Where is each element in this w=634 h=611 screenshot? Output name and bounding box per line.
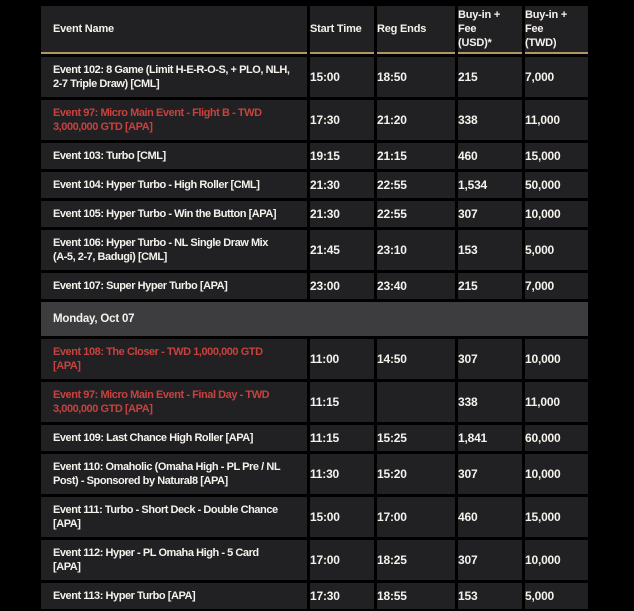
event-name-cell: Event 104: Hyper Turbo - High Roller [CM…: [41, 172, 307, 198]
reg-ends-cell: 21:15: [377, 143, 455, 169]
buyin-usd-cell: 215: [458, 273, 522, 299]
start-time-cell: 15:00: [310, 497, 374, 537]
section-header-row: Monday, Oct 07: [41, 302, 588, 336]
start-time-cell: 21:30: [310, 201, 374, 227]
buyin-twd-cell: 50,000: [525, 172, 588, 198]
section-header-label: Monday, Oct 07: [41, 302, 588, 336]
table-row: Event 102: 8 Game (Limit H-E-R-O-S, + PL…: [41, 57, 588, 97]
event-name-cell: Event 110: Omaholic (Omaha High - PL Pre…: [41, 454, 307, 494]
table-row: Event 97: Micro Main Event - Flight B - …: [41, 100, 588, 140]
buyin-twd-cell: 10,000: [525, 540, 588, 580]
table-row: Event 104: Hyper Turbo - High Roller [CM…: [41, 172, 588, 198]
buyin-usd-cell: 1,841: [458, 425, 522, 451]
event-name-cell: Event 107: Super Hyper Turbo [APA]: [41, 273, 307, 299]
start-time-cell: 21:30: [310, 172, 374, 198]
buyin-usd-cell: 307: [458, 339, 522, 379]
start-time-cell: 17:30: [310, 100, 374, 140]
buyin-twd-cell: 10,000: [525, 201, 588, 227]
event-name-cell: Event 111: Turbo - Short Deck - Double C…: [41, 497, 307, 537]
reg-ends-cell: 23:10: [377, 230, 455, 270]
event-name-cell: Event 108: The Closer - TWD 1,000,000 GT…: [41, 339, 307, 379]
buyin-usd-cell: 307: [458, 540, 522, 580]
start-time-cell: 17:00: [310, 540, 374, 580]
header-start-time: Start Time: [310, 6, 374, 54]
event-name-cell: Event 103: Turbo [CML]: [41, 143, 307, 169]
table-row: Event 108: The Closer - TWD 1,000,000 GT…: [41, 339, 588, 379]
buyin-twd-cell: 10,000: [525, 339, 588, 379]
buyin-twd-cell: 15,000: [525, 497, 588, 537]
header-event-name: Event Name: [41, 6, 307, 54]
reg-ends-cell: 22:55: [377, 201, 455, 227]
reg-ends-cell: 14:50: [377, 339, 455, 379]
table-row: Event 103: Turbo [CML] 19:15 21:15 460 1…: [41, 143, 588, 169]
table-row: Event 113: Hyper Turbo [APA] 17:30 18:55…: [41, 583, 588, 609]
table-row: Event 109: Last Chance High Roller [APA]…: [41, 425, 588, 451]
reg-ends-cell: 22:55: [377, 172, 455, 198]
start-time-cell: 23:00: [310, 273, 374, 299]
event-name-cell: Event 102: 8 Game (Limit H-E-R-O-S, + PL…: [41, 57, 307, 97]
table-row: Event 111: Turbo - Short Deck - Double C…: [41, 497, 588, 537]
buyin-usd-cell: 215: [458, 57, 522, 97]
table-row: Event 105: Hyper Turbo - Win the Button …: [41, 201, 588, 227]
header-buyin-twd: Buy-in + Fee (TWD): [525, 6, 588, 54]
buyin-usd-cell: 460: [458, 497, 522, 537]
buyin-twd-cell: 10,000: [525, 454, 588, 494]
reg-ends-cell: 17:00: [377, 497, 455, 537]
event-name-cell: Event 113: Hyper Turbo [APA]: [41, 583, 307, 609]
reg-ends-cell: 15:25: [377, 425, 455, 451]
start-time-cell: 21:45: [310, 230, 374, 270]
buyin-twd-cell: 5,000: [525, 230, 588, 270]
start-time-cell: 11:15: [310, 425, 374, 451]
buyin-twd-cell: 15,000: [525, 143, 588, 169]
tournament-schedule-table: Event Name Start Time Reg Ends Buy-in + …: [38, 3, 591, 611]
event-name-cell: Event 106: Hyper Turbo - NL Single Draw …: [41, 230, 307, 270]
event-name-cell: Event 109: Last Chance High Roller [APA]: [41, 425, 307, 451]
start-time-cell: 17:30: [310, 583, 374, 609]
header-buyin-usd: Buy-in + Fee (USD)*: [458, 6, 522, 54]
buyin-twd-cell: 7,000: [525, 57, 588, 97]
buyin-usd-cell: 338: [458, 382, 522, 422]
table-row: Event 112: Hyper - PL Omaha High - 5 Car…: [41, 540, 588, 580]
table-row: Event 110: Omaholic (Omaha High - PL Pre…: [41, 454, 588, 494]
buyin-twd-cell: 11,000: [525, 100, 588, 140]
start-time-cell: 15:00: [310, 57, 374, 97]
table-row: Event 97: Micro Main Event - Final Day -…: [41, 382, 588, 422]
reg-ends-cell: 15:20: [377, 454, 455, 494]
buyin-twd-cell: 60,000: [525, 425, 588, 451]
buyin-usd-cell: 153: [458, 583, 522, 609]
start-time-cell: 11:30: [310, 454, 374, 494]
start-time-cell: 19:15: [310, 143, 374, 169]
event-name-cell: Event 97: Micro Main Event - Flight B - …: [41, 100, 307, 140]
table-header-row: Event Name Start Time Reg Ends Buy-in + …: [41, 6, 588, 54]
buyin-twd-cell: 7,000: [525, 273, 588, 299]
reg-ends-cell: 21:20: [377, 100, 455, 140]
buyin-twd-cell: 5,000: [525, 583, 588, 609]
event-name-cell: Event 97: Micro Main Event - Final Day -…: [41, 382, 307, 422]
reg-ends-cell: 18:55: [377, 583, 455, 609]
header-reg-ends: Reg Ends: [377, 6, 455, 54]
buyin-usd-cell: 1,534: [458, 172, 522, 198]
reg-ends-cell: [377, 382, 455, 422]
start-time-cell: 11:00: [310, 339, 374, 379]
event-name-cell: Event 112: Hyper - PL Omaha High - 5 Car…: [41, 540, 307, 580]
event-name-cell: Event 105: Hyper Turbo - Win the Button …: [41, 201, 307, 227]
reg-ends-cell: 18:25: [377, 540, 455, 580]
table-row: Event 107: Super Hyper Turbo [APA] 23:00…: [41, 273, 588, 299]
buyin-usd-cell: 153: [458, 230, 522, 270]
start-time-cell: 11:15: [310, 382, 374, 422]
buyin-usd-cell: 307: [458, 201, 522, 227]
buyin-usd-cell: 338: [458, 100, 522, 140]
reg-ends-cell: 23:40: [377, 273, 455, 299]
reg-ends-cell: 18:50: [377, 57, 455, 97]
buyin-twd-cell: 11,000: [525, 382, 588, 422]
table-row: Event 106: Hyper Turbo - NL Single Draw …: [41, 230, 588, 270]
buyin-usd-cell: 460: [458, 143, 522, 169]
buyin-usd-cell: 307: [458, 454, 522, 494]
